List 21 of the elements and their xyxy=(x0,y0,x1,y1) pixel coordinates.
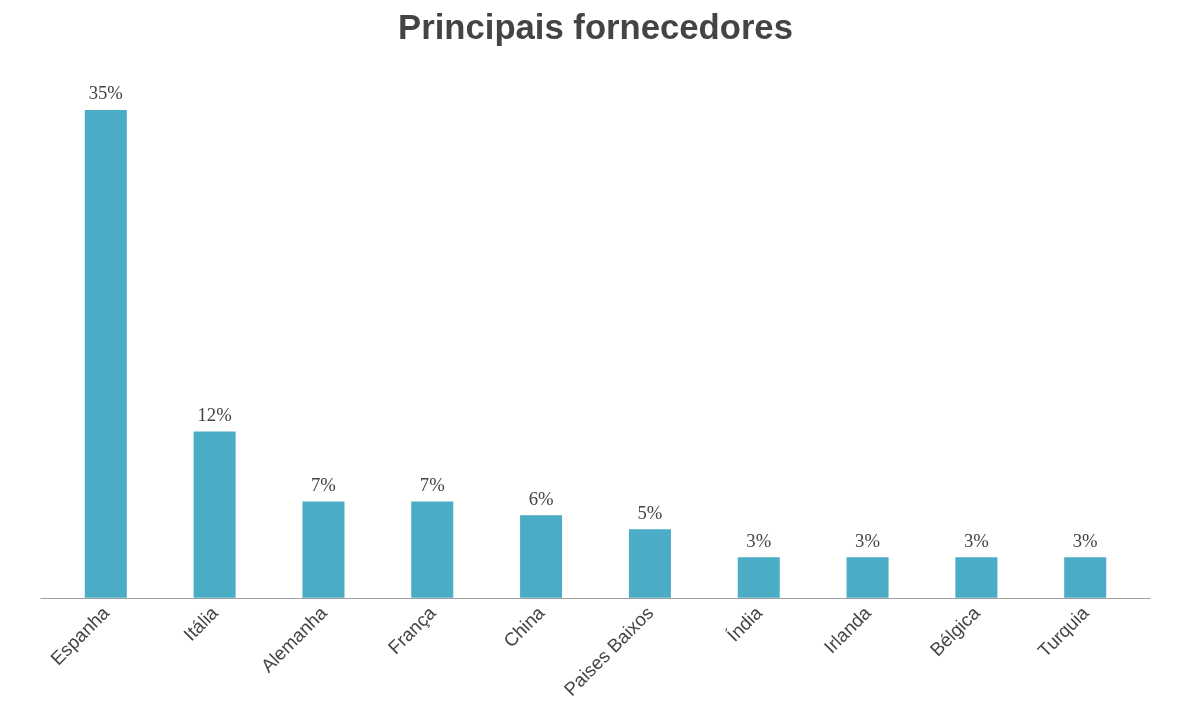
data-label: 35% xyxy=(88,82,123,104)
data-label: 5% xyxy=(637,501,663,523)
bar xyxy=(192,429,238,599)
bar xyxy=(953,555,999,599)
bar xyxy=(300,499,346,599)
data-label: 3% xyxy=(1072,529,1098,551)
bar xyxy=(409,499,455,599)
data-label: 7% xyxy=(311,473,336,495)
bar xyxy=(83,108,129,599)
data-label: 3% xyxy=(746,529,772,551)
data-label: 3% xyxy=(963,529,989,551)
data-label: 7% xyxy=(419,473,445,495)
bar xyxy=(518,513,564,599)
bar xyxy=(845,555,891,599)
data-label: 6% xyxy=(528,487,554,509)
data-label: 3% xyxy=(855,529,880,551)
bar xyxy=(627,527,673,599)
data-label: 12% xyxy=(197,403,232,425)
bar xyxy=(1062,555,1108,599)
bar xyxy=(736,555,782,599)
chart-title: Principais fornecedores xyxy=(398,7,793,46)
